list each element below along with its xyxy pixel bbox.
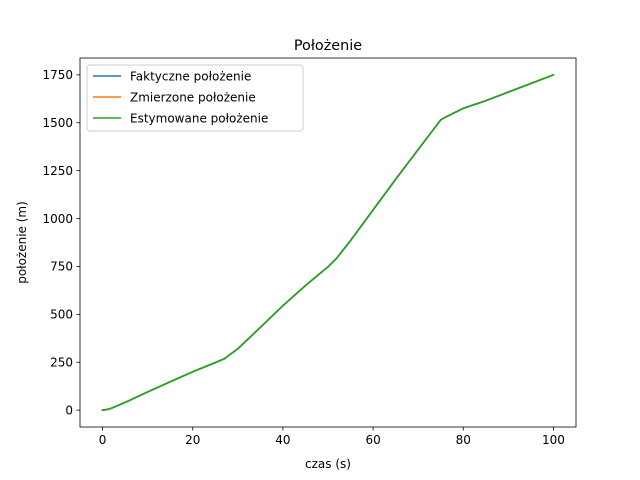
legend-label-1: Faktyczne położenie xyxy=(130,69,251,83)
y-tick-label: 1000 xyxy=(42,212,73,226)
legend-label-3: Estymowane położenie xyxy=(130,111,268,125)
legend: Faktyczne położenie Zmierzone położenie Es… xyxy=(86,64,304,132)
y-tick-label: 0 xyxy=(65,403,73,417)
y-tick-label: 750 xyxy=(50,260,73,274)
y-axis: 0 250 500 750 1000 1250 1500 1750 xyxy=(42,68,80,417)
y-tick-label: 500 xyxy=(50,308,73,322)
chart-title: Położenie xyxy=(294,38,362,54)
y-tick-label: 1500 xyxy=(42,116,73,130)
x-tick-label: 20 xyxy=(185,433,200,447)
legend-box xyxy=(86,64,304,132)
plot-area xyxy=(79,57,577,428)
series-layer xyxy=(101,73,555,412)
x-tick-label: 0 xyxy=(99,433,107,447)
y-tick-label: 1750 xyxy=(42,68,73,82)
legend-label-2: Zmierzone położenie xyxy=(130,90,256,104)
y-tick-label: 250 xyxy=(50,356,73,370)
x-tick-label: 60 xyxy=(365,433,380,447)
x-tick-label: 40 xyxy=(275,433,290,447)
x-axis-label: czas (s) xyxy=(305,457,351,471)
y-tick-label: 1250 xyxy=(42,164,73,178)
axes-frame xyxy=(79,57,577,428)
x-tick-label: 80 xyxy=(456,433,471,447)
x-axis: 0 20 40 60 80 100 xyxy=(99,427,565,447)
y-axis-label: położenie (m) xyxy=(15,201,29,284)
series-line-3 xyxy=(101,73,555,412)
x-tick-label: 100 xyxy=(542,433,565,447)
